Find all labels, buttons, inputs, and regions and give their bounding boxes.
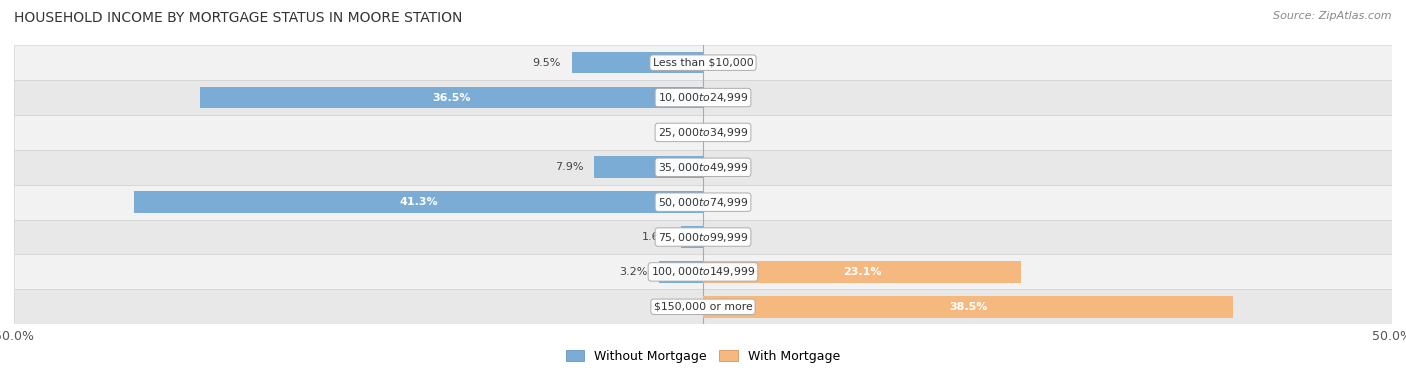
Text: $100,000 to $149,999: $100,000 to $149,999	[651, 265, 755, 278]
Bar	[595, 156, 703, 178]
Bar	[14, 185, 1392, 219]
Text: 0.0%: 0.0%	[664, 302, 692, 312]
Bar	[14, 115, 1392, 150]
Bar	[703, 296, 1233, 317]
Text: Source: ZipAtlas.com: Source: ZipAtlas.com	[1274, 11, 1392, 21]
Text: 7.9%: 7.9%	[554, 162, 583, 172]
Text: 41.3%: 41.3%	[399, 197, 437, 207]
Text: 1.6%: 1.6%	[641, 232, 669, 242]
Text: $10,000 to $24,999: $10,000 to $24,999	[658, 91, 748, 104]
Text: 0.0%: 0.0%	[714, 92, 742, 103]
Bar	[14, 254, 1392, 290]
Text: 0.0%: 0.0%	[664, 127, 692, 138]
Text: $75,000 to $99,999: $75,000 to $99,999	[658, 231, 748, 244]
Text: $150,000 or more: $150,000 or more	[654, 302, 752, 312]
Text: 0.0%: 0.0%	[714, 232, 742, 242]
Text: 3.2%: 3.2%	[620, 267, 648, 277]
Text: 38.5%: 38.5%	[949, 302, 987, 312]
Bar	[659, 261, 703, 283]
Bar	[14, 219, 1392, 254]
Bar	[703, 261, 1021, 283]
Text: Less than $10,000: Less than $10,000	[652, 58, 754, 68]
Text: $25,000 to $34,999: $25,000 to $34,999	[658, 126, 748, 139]
Legend: Without Mortgage, With Mortgage: Without Mortgage, With Mortgage	[561, 345, 845, 368]
Text: 0.0%: 0.0%	[714, 127, 742, 138]
Bar	[681, 226, 703, 248]
Text: 36.5%: 36.5%	[432, 92, 471, 103]
Bar	[14, 150, 1392, 185]
Text: 9.5%: 9.5%	[533, 58, 561, 68]
Text: 23.1%: 23.1%	[842, 267, 882, 277]
Bar	[200, 87, 703, 108]
Bar	[572, 52, 703, 74]
Text: $35,000 to $49,999: $35,000 to $49,999	[658, 161, 748, 174]
Text: 0.0%: 0.0%	[714, 197, 742, 207]
Bar	[134, 192, 703, 213]
Bar	[14, 45, 1392, 80]
Text: $50,000 to $74,999: $50,000 to $74,999	[658, 196, 748, 208]
Text: 0.0%: 0.0%	[714, 162, 742, 172]
Bar	[14, 290, 1392, 324]
Text: 0.0%: 0.0%	[714, 58, 742, 68]
Bar	[14, 80, 1392, 115]
Text: HOUSEHOLD INCOME BY MORTGAGE STATUS IN MOORE STATION: HOUSEHOLD INCOME BY MORTGAGE STATUS IN M…	[14, 11, 463, 25]
